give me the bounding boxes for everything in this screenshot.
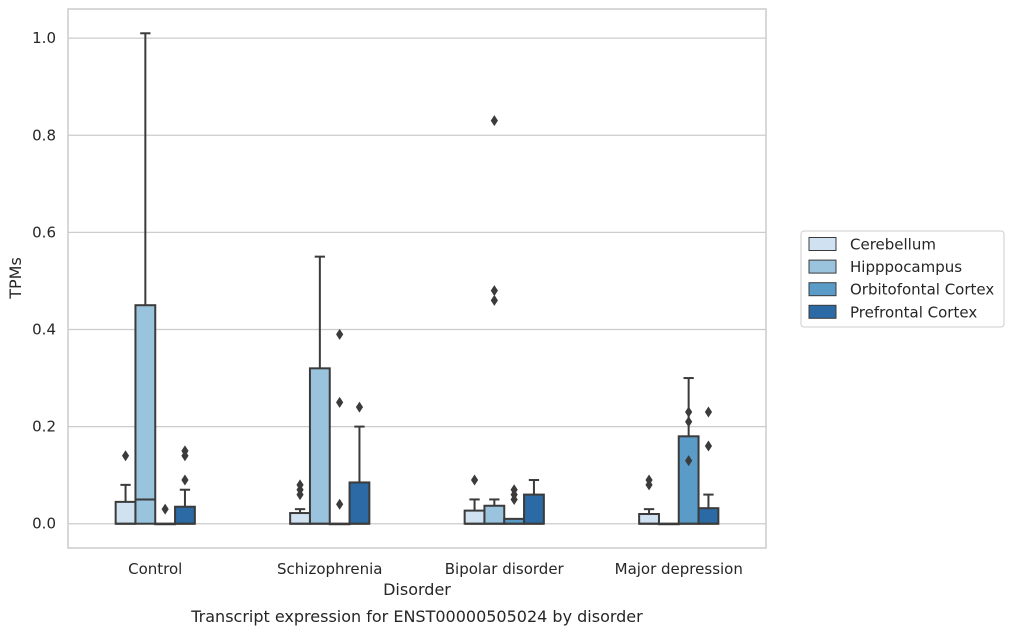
x-tick-label: Bipolar disorder xyxy=(445,560,565,578)
box-group xyxy=(503,484,526,525)
y-gridlines xyxy=(68,37,766,525)
box-group xyxy=(463,474,486,525)
box-plot-series xyxy=(114,32,720,526)
y-tick-labels: 0.0 0.2 0.4 0.6 0.8 1.0 xyxy=(32,29,56,533)
x-tick-label: Control xyxy=(128,560,182,578)
legend-swatch xyxy=(808,304,837,319)
box-group xyxy=(657,522,680,526)
box-group xyxy=(348,401,371,525)
box-group xyxy=(308,255,331,525)
box-rect xyxy=(348,481,371,525)
outlier-point xyxy=(336,498,344,510)
box-rect xyxy=(134,304,157,525)
y-tick-label: 1.0 xyxy=(32,29,56,47)
outlier-point xyxy=(181,445,189,457)
outlier-point xyxy=(336,396,344,408)
box-group xyxy=(677,377,700,525)
y-tick-label: 0.2 xyxy=(32,418,56,436)
outlier-point xyxy=(685,406,693,418)
box-group xyxy=(638,474,660,525)
outlier-point xyxy=(161,503,169,515)
x-tick-label: Schizophrenia xyxy=(277,560,382,578)
legend-label: Hipppocampus xyxy=(850,258,962,276)
outlier-point xyxy=(685,416,693,428)
legend-swatch xyxy=(808,282,837,297)
box-rect xyxy=(483,504,506,525)
box-group xyxy=(154,503,177,526)
box-rect xyxy=(697,507,720,525)
outlier-point xyxy=(296,479,304,491)
outlier-point xyxy=(704,440,713,452)
outlier-point xyxy=(121,450,130,462)
box-rect xyxy=(174,505,196,525)
box-rect xyxy=(638,513,660,525)
outlier-point xyxy=(510,484,518,496)
outlier-point xyxy=(685,455,693,467)
x-axis-title: Disorder xyxy=(383,580,451,599)
legend: Cerebellum Hipppocampus Orbitofontal Corte… xyxy=(800,230,1005,328)
outlier-point xyxy=(490,115,498,127)
box-group xyxy=(483,115,506,525)
legend-label: Prefrontal Cortex xyxy=(850,303,977,321)
y-axis-title: TPMs xyxy=(6,257,25,300)
box-group xyxy=(114,450,137,525)
outlier-point xyxy=(645,474,653,486)
x-tick-label: Major depression xyxy=(615,560,743,578)
box-group xyxy=(697,406,720,525)
outlier-point xyxy=(181,474,189,486)
y-tick-label: 0.4 xyxy=(32,320,56,338)
legend-frame xyxy=(800,230,1005,328)
outlier-point xyxy=(490,294,498,306)
box-group xyxy=(134,32,157,525)
legend-swatch xyxy=(808,237,837,251)
outlier-point xyxy=(470,474,479,486)
y-tick-label: 0.0 xyxy=(32,515,56,533)
box-group xyxy=(289,479,311,525)
plot-frame xyxy=(67,8,767,549)
box-rect xyxy=(677,435,700,525)
box-group xyxy=(174,445,196,525)
y-tick-label: 0.6 xyxy=(32,223,56,241)
box-rect xyxy=(289,512,311,525)
chart-caption: Transcript expression for ENST0000050502… xyxy=(190,607,643,626)
legend-label: Orbitofontal Cortex xyxy=(850,281,994,299)
box-rect xyxy=(463,509,486,525)
outlier-point xyxy=(355,401,364,413)
outlier-point xyxy=(336,328,344,340)
box-rect xyxy=(308,367,331,525)
x-tick-labels: Control Schizophrenia Bipolar disorder Majo… xyxy=(128,560,743,578)
outlier-point xyxy=(704,406,713,418)
legend-swatch xyxy=(808,259,837,274)
box-group xyxy=(523,479,545,525)
outlier-point xyxy=(490,285,498,297)
box-rect xyxy=(523,493,545,525)
y-tick-label: 0.8 xyxy=(32,126,56,144)
legend-label: Cerebellum xyxy=(850,236,936,254)
box-rect xyxy=(114,500,137,525)
